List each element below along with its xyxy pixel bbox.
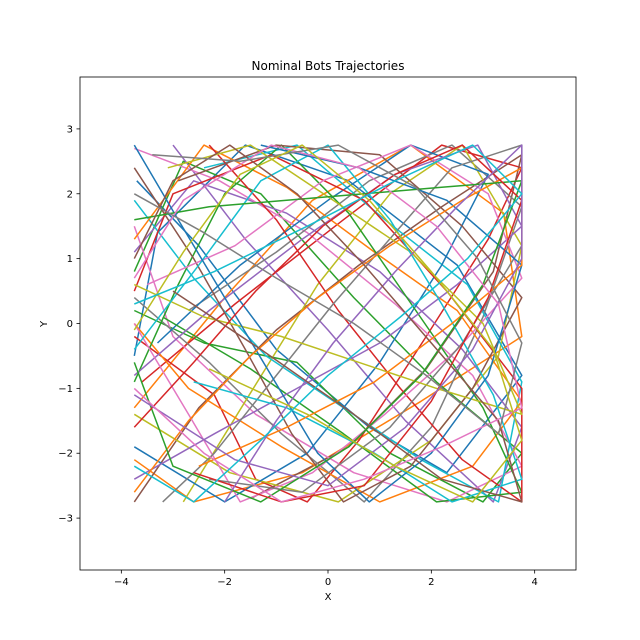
y-tick-label: −1 — [58, 384, 73, 395]
y-tick-label: 0 — [67, 319, 73, 330]
y-tick-label: 1 — [67, 254, 73, 265]
x-tick-label: 0 — [325, 577, 331, 588]
trajectory-line-30 — [133, 144, 523, 503]
x-tick-label: 2 — [428, 577, 434, 588]
trajectory-line-17 — [133, 144, 523, 503]
y-axis-title: Y — [39, 320, 50, 328]
y-axis: −3 −2 −1 0 1 2 3 — [58, 124, 80, 525]
trajectory-line-26 — [133, 144, 523, 503]
trajectory-line-22 — [133, 167, 523, 493]
trajectory-line-25 — [133, 144, 523, 503]
series-layer — [133, 144, 523, 503]
trajectory-line-14 — [133, 144, 523, 503]
trajectory-line-28 — [133, 144, 523, 435]
trajectory-line-21 — [133, 144, 523, 503]
x-axis: −4 −2 0 2 4 — [114, 570, 538, 588]
x-tick-label: −2 — [217, 577, 232, 588]
chart-title: Nominal Bots Trajectories — [252, 59, 405, 73]
trajectory-line-29 — [133, 144, 523, 503]
y-tick-label: −3 — [58, 514, 73, 525]
y-tick-label: 3 — [67, 124, 73, 135]
x-tick-label: 4 — [531, 577, 537, 588]
x-tick-label: −4 — [114, 577, 129, 588]
y-tick-label: 2 — [67, 189, 73, 200]
trajectory-line-23 — [133, 180, 523, 503]
trajectory-line-11 — [133, 144, 489, 503]
trajectory-line-19 — [133, 144, 523, 416]
y-tick-label: −2 — [58, 449, 73, 460]
x-axis-title: X — [325, 592, 332, 603]
trajectory-line-27 — [133, 144, 523, 503]
